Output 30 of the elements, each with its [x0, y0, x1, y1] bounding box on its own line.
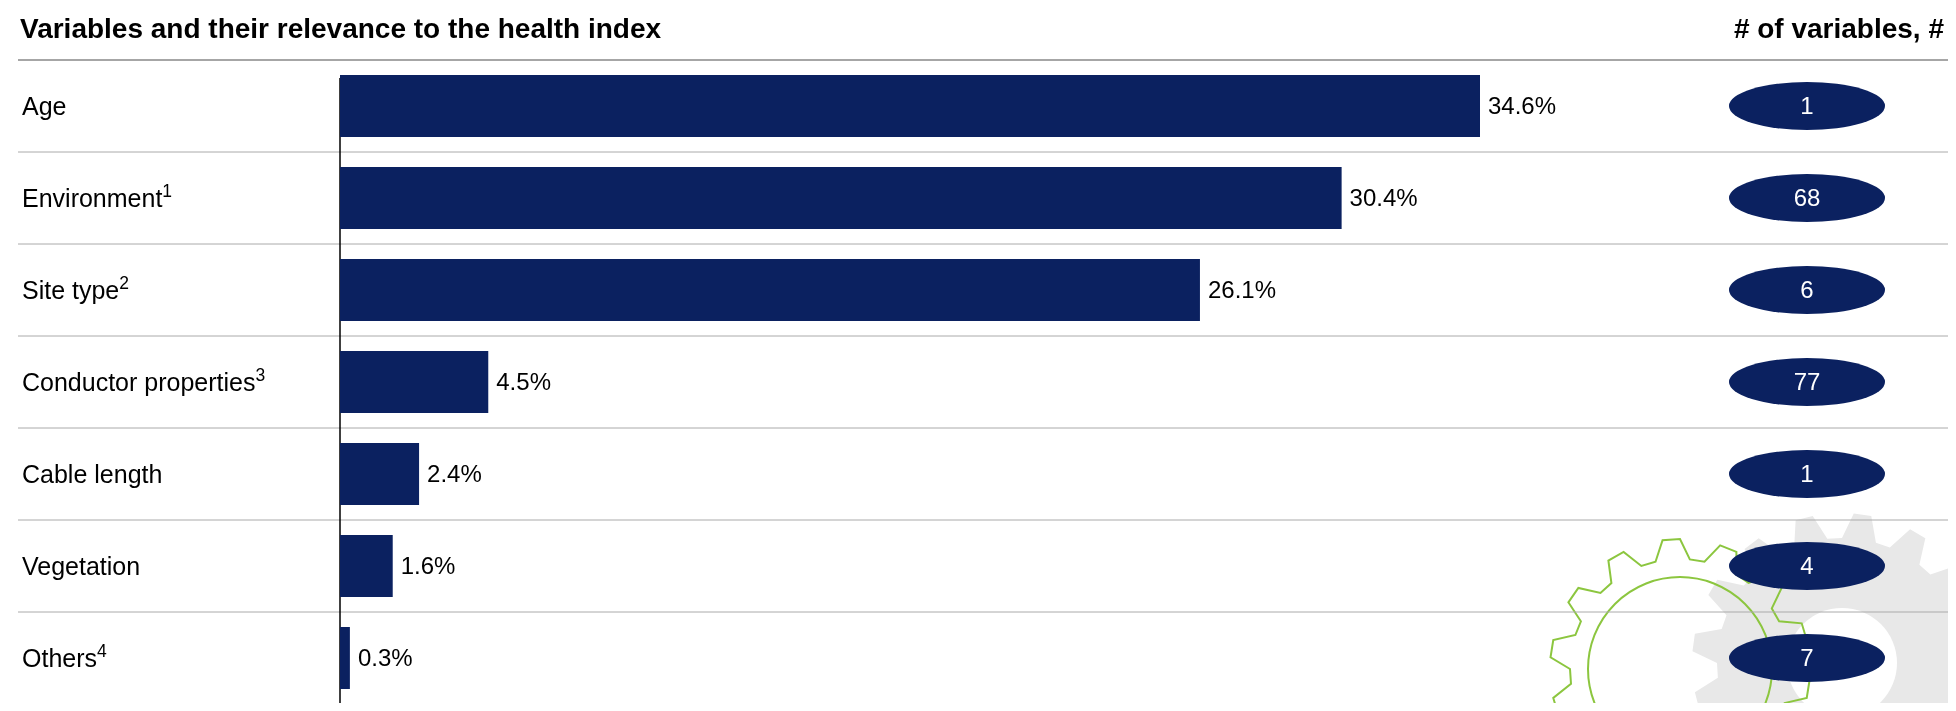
text: 6 [1800, 276, 1814, 304]
text: 7 [1800, 644, 1814, 672]
y-tick-label: Conductor properties$^{3}$ [22, 364, 266, 396]
text: # of variables, # [1733, 13, 1945, 44]
y-tick-label: Environment$^{1}$ [22, 180, 173, 212]
text: 1 [1800, 92, 1814, 120]
bar [340, 535, 393, 597]
data-label: 26.1% [1207, 276, 1276, 304]
data-label: 4.5% [496, 368, 551, 396]
text: 68 [1793, 184, 1821, 212]
text: 1 [1800, 460, 1814, 488]
y-tick-label: Site type$^{2}$ [22, 272, 130, 304]
bar [340, 351, 489, 413]
bar [340, 167, 1342, 229]
y-tick-label: Vegetation [22, 551, 141, 580]
bar [340, 443, 420, 505]
data-label: 30.4% [1349, 184, 1418, 212]
bar [340, 259, 1200, 321]
y-tick-label: Age [22, 91, 67, 120]
bar [340, 75, 1480, 137]
text: 77 [1793, 368, 1821, 396]
chart-title: Variables and their relevance to the health index [20, 13, 662, 44]
y-tick-label: Cable length [22, 459, 163, 488]
bar [340, 627, 350, 689]
data-label: 0.3% [357, 644, 413, 672]
data-label: 34.6% [1488, 92, 1557, 120]
data-label: 2.4% [427, 460, 482, 488]
text: 4 [1800, 552, 1814, 580]
y-tick-label: Others$^{4}$ [22, 640, 108, 672]
data-label: 1.6% [400, 552, 456, 580]
